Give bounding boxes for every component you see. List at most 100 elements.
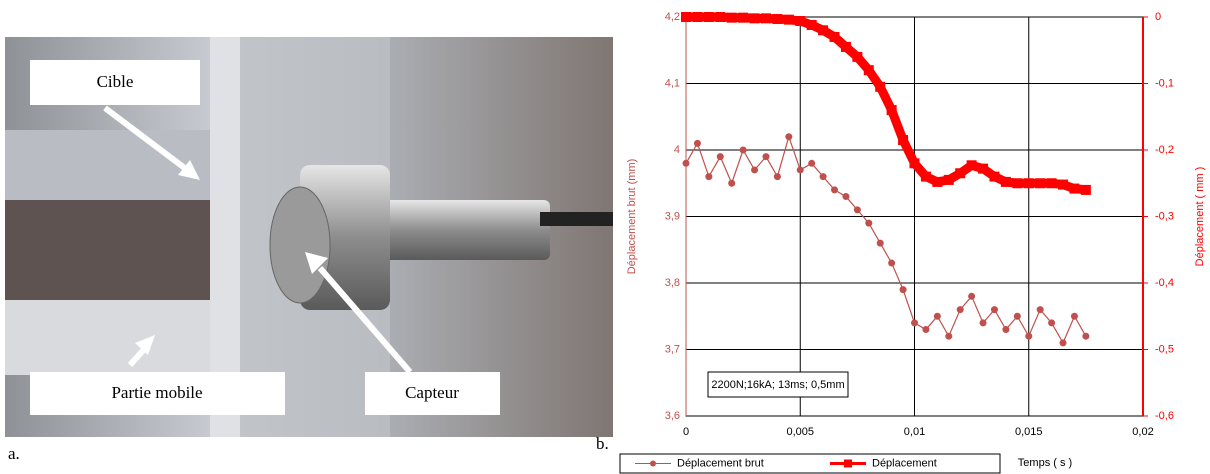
moving-part [5, 300, 230, 375]
marker [888, 259, 896, 267]
marker [682, 159, 690, 167]
marker [681, 12, 691, 22]
marker [863, 65, 874, 76]
marker [726, 12, 737, 23]
label-box [30, 60, 200, 105]
annotation-box [707, 371, 849, 398]
sensor-body [370, 200, 550, 260]
x-tick-label: 0,015 [1015, 426, 1043, 438]
marker [795, 15, 806, 26]
marker [932, 176, 943, 187]
marker [785, 133, 793, 141]
marker [989, 171, 1000, 182]
panel-label: b. [596, 434, 609, 453]
marker [739, 146, 747, 154]
marker [1002, 326, 1010, 334]
y2-tick-label: -0,2 [1155, 144, 1174, 156]
target-plate [210, 37, 240, 437]
marker [968, 292, 976, 300]
marker [818, 25, 829, 36]
marker [1000, 176, 1011, 187]
marker [1013, 312, 1021, 320]
marker [1080, 184, 1091, 195]
marker [876, 239, 884, 247]
arrowhead [135, 335, 155, 355]
marker [783, 14, 794, 25]
marker [886, 105, 897, 116]
marker [853, 206, 861, 214]
x-tick-label: 0,01 [904, 426, 925, 438]
marker [945, 332, 953, 340]
marker [705, 173, 713, 181]
marker [773, 173, 781, 181]
x-tick-label: 0,02 [1132, 426, 1153, 438]
legend-marker [844, 459, 852, 468]
marker [840, 41, 851, 52]
arrow [317, 266, 413, 374]
y2-tick-label: -0,4 [1155, 277, 1174, 289]
series-line [685, 136, 1087, 344]
y2-tick-label: -0,6 [1155, 410, 1174, 422]
marker [911, 319, 918, 327]
marker [966, 160, 977, 171]
x-tick-label: 0,005 [786, 426, 814, 438]
marker [956, 306, 964, 314]
marker [990, 306, 998, 314]
photo-label: Capteur [405, 383, 459, 402]
sensor-face [269, 186, 331, 304]
frame-shadow [5, 200, 215, 300]
marker [909, 158, 920, 169]
y-tick-label: 3,7 [665, 343, 680, 355]
arrowhead [178, 160, 200, 180]
marker [898, 135, 909, 146]
marker [715, 12, 726, 22]
marker [979, 319, 987, 327]
chart: 3,6 3,7 3,8 3,9 4 4,1 4,2 -0,6 -0,5 -0,4 -0,3 -0,2 -… [619, 11, 1206, 474]
series-line [686, 12, 1087, 195]
marker [1082, 332, 1090, 340]
arrowhead [305, 252, 328, 274]
marker [1046, 178, 1057, 189]
marker [831, 186, 839, 194]
y-tick-label: 4 [674, 144, 680, 156]
marker [693, 139, 701, 147]
marker [738, 12, 749, 23]
marker [865, 219, 873, 227]
marker [933, 312, 941, 320]
marker [762, 153, 770, 161]
marker [922, 326, 930, 334]
marker [1012, 178, 1023, 189]
marker [1025, 332, 1033, 340]
legend-label: Déplacement brut [677, 457, 764, 469]
marker [842, 193, 850, 201]
photo: Cible Partie mobile Capteur [5, 37, 613, 437]
x-axis-label: Temps ( s ) [1018, 457, 1072, 469]
marker [728, 179, 736, 187]
legend-label: Déplacement [872, 457, 937, 469]
y-tick-label: 4,1 [665, 77, 680, 89]
y2-tick-label: -0,1 [1155, 77, 1174, 89]
marker [1058, 179, 1069, 190]
marker [760, 13, 771, 24]
marker [808, 159, 816, 167]
y-tick-label: 4,2 [665, 11, 680, 23]
photo-label: Cible [97, 72, 134, 91]
marker [819, 173, 827, 181]
marker [1036, 306, 1044, 314]
marker [978, 163, 989, 174]
marker [716, 153, 724, 161]
x-tick-label: 0 [683, 426, 689, 438]
annotation: 2200N;16kA; 13ms; 0,5mm [711, 379, 844, 391]
marker [1069, 183, 1080, 194]
marker [796, 166, 804, 174]
marker [806, 19, 817, 30]
marker [772, 13, 783, 24]
cable [540, 212, 613, 226]
marker [875, 81, 886, 92]
y-tick-label: 3,6 [665, 410, 680, 422]
legend-box [619, 453, 1001, 474]
y-tick-label: 3,8 [665, 277, 680, 289]
y-tick-label: 3,9 [665, 210, 680, 222]
marker [852, 51, 863, 62]
